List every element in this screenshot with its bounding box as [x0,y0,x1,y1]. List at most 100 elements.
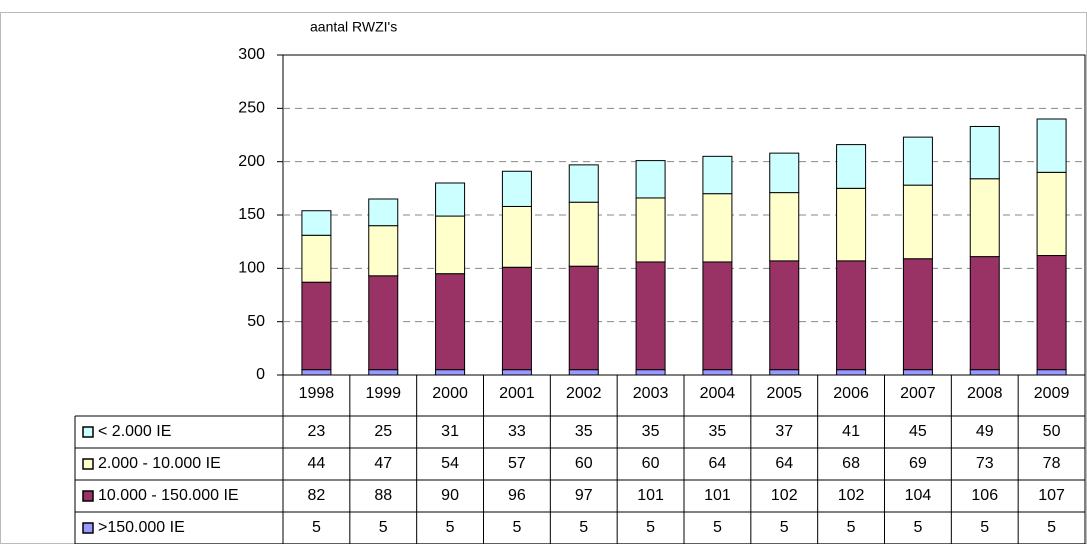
bar-segment [702,193,733,263]
bar-segment [568,369,599,376]
bar-segment [702,261,733,371]
x-tick-label: 2003 [633,385,669,402]
table-value: 41 [842,423,860,440]
table-value: 5 [579,519,588,536]
table-value: 101 [637,487,664,504]
table-value: 101 [704,487,731,504]
y-tick-label: 50 [247,313,265,330]
table-value: 5 [980,519,989,536]
legend-label: 10.000 - 150.000 IE [98,487,239,504]
bar-segment [769,192,800,262]
y-tick-label: 0 [256,366,265,383]
legend-swatch [82,490,94,502]
table-value: 35 [709,423,727,440]
table-value: 69 [909,455,927,472]
table-value: 5 [1047,519,1056,536]
bar-segment [635,369,666,376]
table-value: 78 [1043,455,1061,472]
table-value: 54 [441,455,459,472]
table-value: 68 [842,455,860,472]
table-value: 82 [308,487,326,504]
bar-segment [702,155,733,195]
bar-segment [769,260,800,371]
bar-segment [501,205,532,268]
table-value: 5 [312,519,321,536]
bar-segment [435,369,466,376]
y-tick-label: 300 [238,46,265,63]
bar-segment [902,369,933,376]
bar-segment [368,369,399,376]
table-value: 5 [847,519,856,536]
bar-segment [836,144,867,189]
bar-segment [435,182,466,217]
table-value: 33 [508,423,526,440]
table-value: 23 [308,423,326,440]
table-value: 90 [441,487,459,504]
bar-segment [702,369,733,376]
table-value: 5 [713,519,722,536]
bar-segment [769,152,800,194]
bar-segment [368,225,399,277]
bar-segment [435,273,466,371]
x-tick-label: 2001 [499,385,535,402]
bar-segment [368,275,399,371]
legend-label: 2.000 - 10.000 IE [98,455,221,472]
table-value: 97 [575,487,593,504]
table-value: 5 [379,519,388,536]
table-value: 5 [780,519,789,536]
x-tick-label: 2009 [1034,385,1070,402]
bar-segment [902,136,933,186]
bar-segment [568,265,599,371]
bar-segment [1036,369,1067,376]
table-value: 5 [646,519,655,536]
bar-segment [368,198,399,227]
bar-segment [568,201,599,267]
table-value: 50 [1043,423,1061,440]
bar-segment [769,369,800,376]
table-value: 35 [575,423,593,440]
table-value: 5 [446,519,455,536]
bar-segment [301,210,332,236]
table-value: 60 [642,455,660,472]
legend-label: >150.000 IE [98,519,185,536]
table-value: 96 [508,487,526,504]
bar-segment [635,197,666,263]
table-value: 60 [575,455,593,472]
x-tick-label: 1999 [365,385,401,402]
table-value: 102 [771,487,798,504]
table-value: 64 [775,455,793,472]
table-value: 5 [913,519,922,536]
y-tick-label: 150 [238,206,265,223]
x-tick-label: 2002 [566,385,602,402]
x-tick-label: 2007 [900,385,936,402]
bar-segment [969,178,1000,258]
y-tick-label: 200 [238,153,265,170]
table-value: 25 [374,423,392,440]
bar-segment [902,184,933,260]
table-value: 104 [905,487,932,504]
bar-segment [902,258,933,371]
bar-segment [1036,118,1067,173]
bar-segment [301,234,332,283]
bar-segment [501,266,532,371]
bar-segment [969,125,1000,180]
x-tick-label: 2006 [833,385,869,402]
bar-segment [635,160,666,199]
y-tick-label: 100 [238,260,265,277]
table-value: 64 [709,455,727,472]
x-tick-label: 2000 [432,385,468,402]
table-value: 45 [909,423,927,440]
table-value: 102 [838,487,865,504]
table-value: 31 [441,423,459,440]
bar-segment [836,260,867,371]
table-value: 106 [971,487,998,504]
table-value: 35 [642,423,660,440]
table-value: 57 [508,455,526,472]
x-tick-label: 1998 [299,385,335,402]
legend-swatch [82,426,94,438]
y-tick-label: 250 [238,100,265,117]
bar-segment [1036,171,1067,257]
bar-segment [1036,255,1067,371]
legend-label: < 2.000 IE [98,423,171,440]
